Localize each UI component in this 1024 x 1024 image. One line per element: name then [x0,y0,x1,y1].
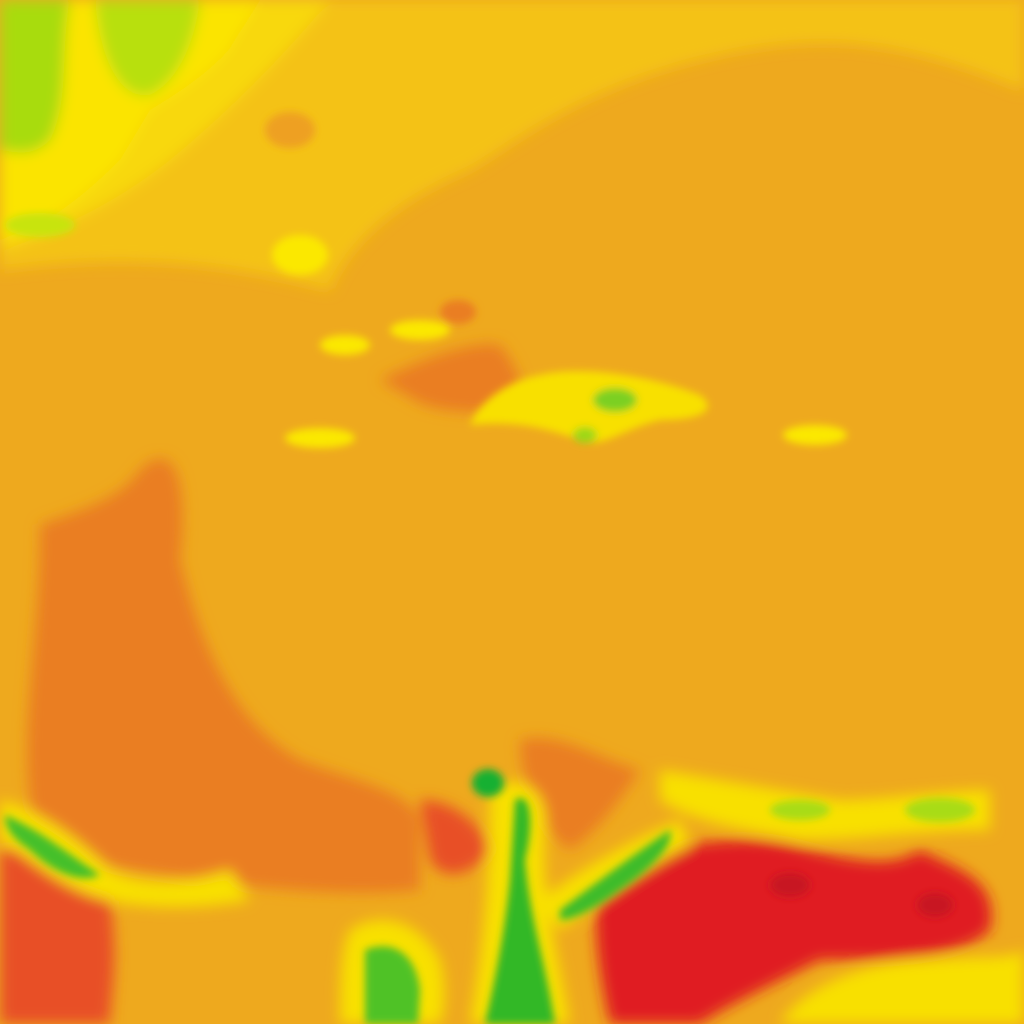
yellow-patch [470,371,708,443]
green-streak [560,830,671,920]
green-spot [593,388,637,412]
green-patch [0,0,70,153]
yellow-fringe [0,0,330,250]
deep-red-spot [917,893,953,917]
red-orange-region [420,800,490,874]
green-spot [573,427,597,443]
green-streak [485,798,555,1024]
orange-spot [265,112,315,148]
dark-orange-region [520,737,640,850]
yellow-spot [783,425,847,445]
yellow-spot [320,335,370,355]
bright-yellow-band [0,0,260,240]
detail-layers [5,112,975,1024]
dark-orange-region [27,458,420,893]
green-spot [770,800,830,820]
yellow-band [0,800,250,907]
dark-orange-region [380,344,521,412]
yellow-spot [272,235,328,275]
green-patch [95,0,200,96]
deep-red-spot [770,873,810,897]
green-spot [905,798,975,822]
green-streak [5,815,100,879]
yellow-spot [285,428,355,448]
yellow-spot [390,320,450,340]
green-spot [472,769,504,797]
red-region [595,839,992,1024]
green-spot [5,213,75,237]
orange-spot [440,300,476,324]
green-streak [365,946,420,1024]
red-orange-region [0,850,115,1024]
yellow-band [780,950,1024,1024]
